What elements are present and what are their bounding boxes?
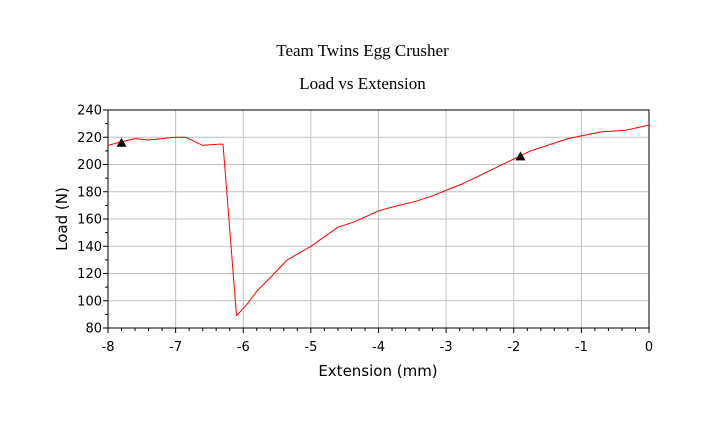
y-tick-label: 120 [77, 267, 102, 282]
x-tick-label: -8 [102, 340, 115, 355]
x-tick-label: -5 [304, 340, 317, 355]
marker-layer [116, 137, 526, 161]
x-tick-label: -6 [237, 340, 250, 355]
series-line [107, 124, 650, 317]
x-tick-label: -3 [440, 340, 453, 355]
x-tick-label: -1 [575, 340, 588, 355]
y-tick-label: 140 [77, 240, 102, 255]
y-tick-label: 160 [77, 213, 102, 228]
tick-labels: -8 -7 -6 -5 -4 -3 -2 -1 0 80 100 120 140 160 180 200 220… [77, 104, 653, 356]
x-tick-label: -2 [507, 340, 520, 355]
y-axis-label: Load (N) [53, 187, 71, 251]
x-axis-label: Extension (mm) [318, 362, 437, 380]
grid [108, 110, 649, 328]
x-tick-label: 0 [645, 340, 653, 355]
y-tick-label: 180 [77, 185, 102, 200]
triangle-marker [515, 151, 526, 161]
triangle-marker [116, 137, 127, 147]
y-tick-label: 240 [77, 104, 102, 119]
y-tick-label: 200 [77, 158, 102, 173]
chart-title: Team Twins Egg Crusher [276, 41, 449, 60]
axis-ticks [103, 109, 650, 333]
chart-subtitle: Load vs Extension [299, 74, 426, 93]
y-tick-label: 80 [85, 322, 102, 337]
series-layer [107, 124, 650, 317]
y-tick-label: 100 [77, 294, 102, 309]
x-tick-label: -4 [372, 340, 385, 355]
x-tick-label: -7 [169, 340, 182, 355]
y-tick-label: 220 [77, 131, 102, 146]
